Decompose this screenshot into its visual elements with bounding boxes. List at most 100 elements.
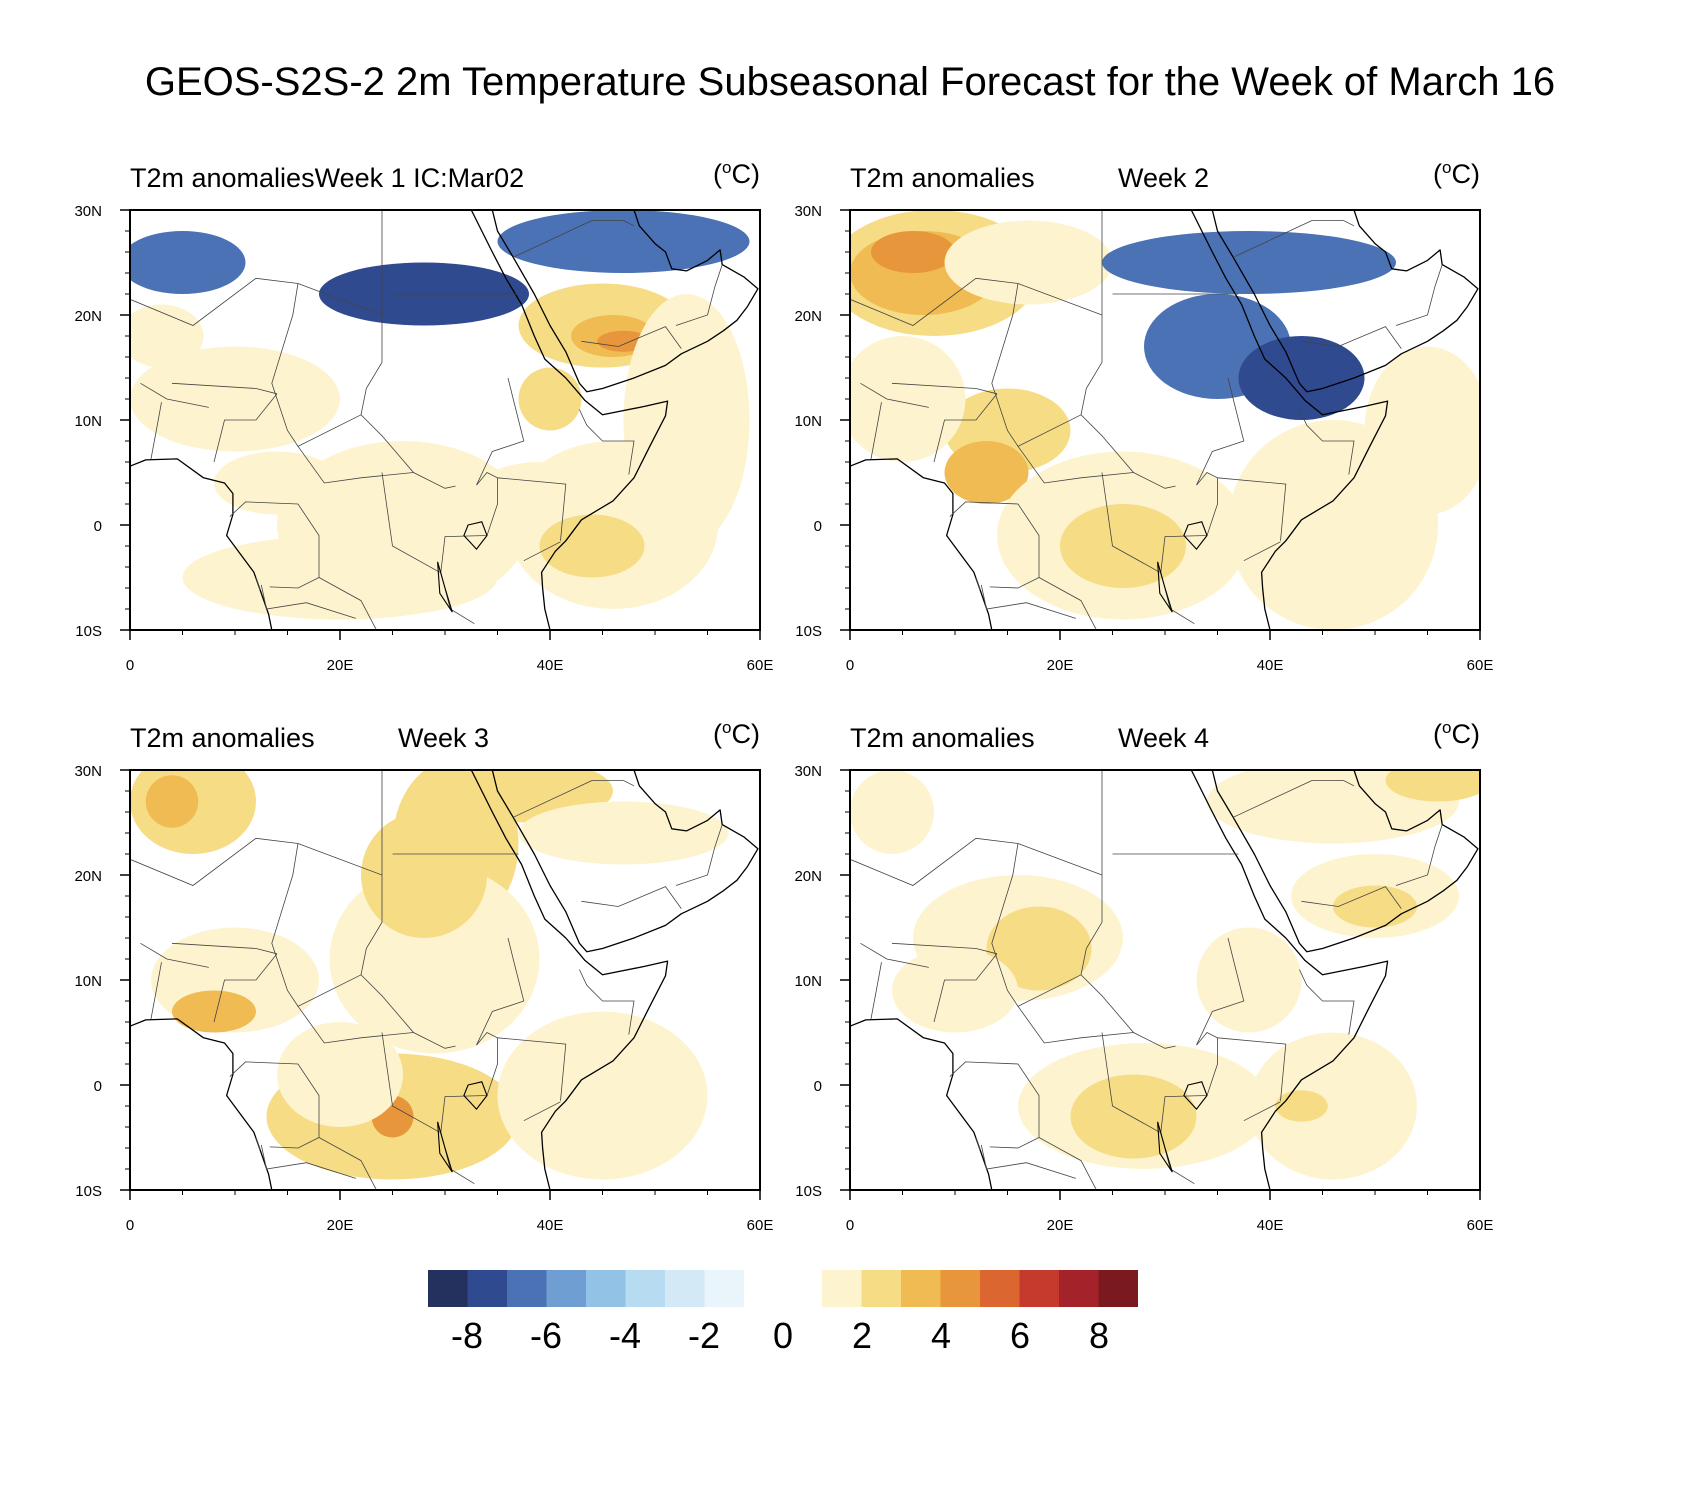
lon-tick-label: 20E xyxy=(1047,1217,1074,1234)
country-border-16 xyxy=(229,501,320,589)
anomaly-contour-10 xyxy=(518,801,729,865)
country-border-22 xyxy=(260,1144,356,1179)
country-border-11 xyxy=(579,409,635,475)
lon-tick-label: 0 xyxy=(126,657,134,674)
country-border-21 xyxy=(1038,577,1097,630)
country-border-12 xyxy=(592,780,635,787)
country-border-4 xyxy=(891,382,998,395)
anomaly-contour-7 xyxy=(1333,885,1417,928)
country-border-13 xyxy=(1233,220,1313,258)
country-border-15 xyxy=(675,264,723,326)
country-border-10 xyxy=(1243,1101,1281,1122)
country-border-14 xyxy=(581,886,682,909)
country-border-16 xyxy=(949,501,1040,589)
lake-1 xyxy=(437,561,453,613)
country-border-16 xyxy=(949,1061,1040,1149)
country-border-11 xyxy=(579,969,635,1035)
country-border-19 xyxy=(860,942,929,968)
country-border-6 xyxy=(297,446,414,484)
anomaly-contour-10 xyxy=(1275,1090,1328,1122)
country-border-12 xyxy=(1312,220,1355,227)
main-title: GEOS-S2S-2 2m Temperature Subseasonal Fo… xyxy=(144,60,1556,104)
anomaly-contour-13 xyxy=(1364,346,1480,515)
country-border-12 xyxy=(1312,780,1355,787)
lake-1 xyxy=(437,1121,453,1173)
country-border-19 xyxy=(140,942,209,968)
lon-tick-label: 60E xyxy=(747,657,774,674)
map-panel-week-3: T2m anomalies Week 3 (oC) 30N 20N 10N 0 10S 0 20E… xyxy=(74,710,930,1330)
lon-tick-label: 40E xyxy=(537,1217,564,1234)
country-border-22 xyxy=(260,584,356,619)
country-border-4 xyxy=(891,942,998,955)
country-border-13 xyxy=(1233,780,1313,818)
panel-title-left: T2m anomaliesWeek 1 IC:Mar02 xyxy=(130,163,524,193)
anomaly-contour-9 xyxy=(1249,1032,1417,1180)
lake-0 xyxy=(463,521,488,550)
map-content xyxy=(850,770,1480,1190)
country-border-18 xyxy=(870,962,882,1019)
country-border-21 xyxy=(1038,1137,1097,1190)
coastline-east-africa xyxy=(1190,210,1389,630)
anomaly-contour-3 xyxy=(892,948,1018,1033)
country-border-13 xyxy=(513,220,593,258)
lon-tick-label: 60E xyxy=(1467,657,1494,674)
country-border-14 xyxy=(581,326,682,349)
country-border-11 xyxy=(1299,969,1355,1035)
anomaly-contour-3 xyxy=(944,220,1113,305)
country-border-15 xyxy=(1395,264,1443,326)
anomaly-contour-11 xyxy=(539,514,645,578)
anomaly-contour-9 xyxy=(172,990,256,1033)
country-border-0 xyxy=(130,277,383,326)
country-border-19 xyxy=(140,382,209,408)
country-border-20 xyxy=(1101,1032,1160,1133)
country-border-17 xyxy=(975,577,981,591)
lat-tick-label: 0 xyxy=(94,518,102,535)
map-panel-week-1: T2m anomaliesWeek 1 IC:Mar02 (oC) 30N 20N 10… xyxy=(74,150,930,770)
country-border-20 xyxy=(381,472,440,573)
lon-tick-label: 40E xyxy=(537,657,564,674)
anomaly-contour-11 xyxy=(850,336,966,462)
lon-tick-label: 0 xyxy=(846,657,854,674)
coastline-east-africa xyxy=(470,210,669,630)
lat-tick-label: 20N xyxy=(74,308,102,325)
coastline-gulf-of-guinea xyxy=(130,458,273,630)
anomaly-contour-12 xyxy=(1196,927,1302,1033)
country-border-16 xyxy=(229,1061,320,1149)
lon-tick-label: 0 xyxy=(846,1217,854,1234)
anomaly-contour-11 xyxy=(497,1011,708,1180)
country-border-18 xyxy=(150,402,162,459)
anomaly-contour-2 xyxy=(871,231,955,273)
anomaly-contour-13 xyxy=(130,304,204,368)
country-border-10 xyxy=(523,541,561,562)
country-border-20 xyxy=(1101,472,1160,573)
country-border-6 xyxy=(1017,1006,1134,1044)
lat-tick-label: 10N xyxy=(74,413,102,430)
country-border-3 xyxy=(991,843,1082,1007)
country-border-14 xyxy=(1301,886,1402,909)
panel-title-week: Week 2 xyxy=(1118,163,1209,193)
country-border-0 xyxy=(130,837,383,886)
lat-tick-label: 10N xyxy=(794,413,822,430)
anomaly-contour-6 xyxy=(130,346,340,452)
lon-tick-label: 40E xyxy=(1257,1217,1284,1234)
country-border-10 xyxy=(1243,541,1281,562)
anomaly-contour-15 xyxy=(182,535,498,620)
lake-1 xyxy=(1157,1121,1173,1173)
country-border-17 xyxy=(255,1137,261,1151)
country-border-17 xyxy=(255,577,261,591)
anomaly-contour-12 xyxy=(518,367,582,431)
panel-title-left: T2m anomalies xyxy=(130,723,315,753)
anomaly-contour-10 xyxy=(1238,336,1365,420)
lat-tick-label: 10N xyxy=(794,973,822,990)
lake-0 xyxy=(1183,521,1208,550)
country-border-21 xyxy=(318,577,377,630)
lake-0 xyxy=(463,1081,488,1110)
anomaly-contour-2 xyxy=(497,210,750,273)
lat-tick-label: 30N xyxy=(794,763,822,780)
panel-units: (oC) xyxy=(1433,158,1480,189)
lon-tick-label: 40E xyxy=(1257,657,1284,674)
map-svg: T2m anomalies Week 2 (oC) 30N 20N 10N 0 10S 0 20E… xyxy=(794,158,1494,674)
anomaly-contour-0 xyxy=(130,231,246,294)
lat-tick-label: 20N xyxy=(794,868,822,885)
lat-tick-label: 0 xyxy=(814,518,822,535)
